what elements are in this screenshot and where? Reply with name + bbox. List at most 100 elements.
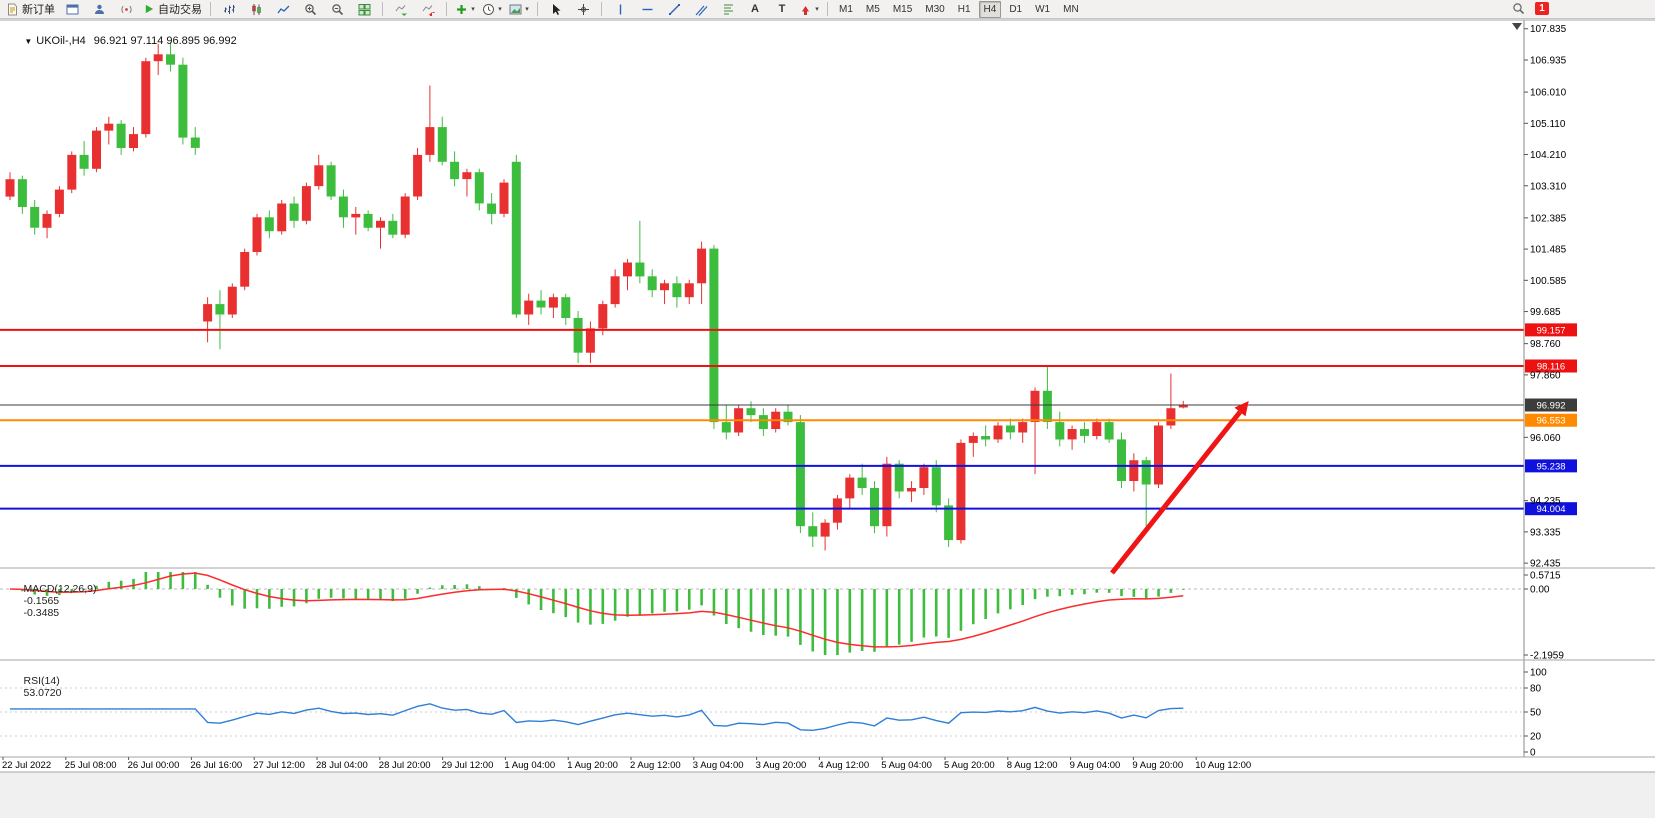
zoom-out-button[interactable] <box>324 0 350 19</box>
timeframe-h1-button[interactable]: H1 <box>957 3 971 15</box>
svg-text:27 Jul 12:00: 27 Jul 12:00 <box>253 760 305 771</box>
svg-text:92.435: 92.435 <box>1530 559 1561 570</box>
svg-text:5 Aug 04:00: 5 Aug 04:00 <box>881 760 932 771</box>
bar-chart-icon <box>223 4 235 14</box>
svg-text:98.760: 98.760 <box>1530 339 1561 350</box>
fibonacci-tool-button[interactable] <box>715 0 741 19</box>
svg-text:1 Aug 04:00: 1 Aug 04:00 <box>504 760 555 771</box>
tile-windows-icon <box>358 3 370 15</box>
svg-text:28 Jul 20:00: 28 Jul 20:00 <box>379 760 431 771</box>
add-indicator-button[interactable]: ▾ <box>452 0 478 19</box>
svg-text:101.485: 101.485 <box>1530 245 1567 256</box>
chevron-down-icon: ▾ <box>525 5 529 13</box>
svg-text:97.860: 97.860 <box>1530 370 1561 381</box>
macd-indicator-label: MACD(12,26,9) -0.1565 -0.3485 <box>6 571 101 631</box>
svg-text:25 Jul 08:00: 25 Jul 08:00 <box>65 760 117 771</box>
svg-text:103.310: 103.310 <box>1530 181 1567 192</box>
autotrade-button[interactable]: 自动交易 <box>140 0 205 19</box>
signal-button[interactable] <box>113 0 139 19</box>
svg-text:20: 20 <box>1530 732 1542 743</box>
text-tool-button[interactable]: A <box>742 0 768 19</box>
vertical-line-icon <box>619 4 621 14</box>
line-chart-button[interactable] <box>270 0 296 19</box>
svg-text:3 Aug 04:00: 3 Aug 04:00 <box>693 760 744 771</box>
zoom-out-icon <box>331 3 343 15</box>
charts-window-button[interactable] <box>59 0 85 19</box>
macd-name: MACD(12,26,9) <box>23 583 97 595</box>
arrows-tool-button[interactable]: ▾ <box>796 0 822 19</box>
template-image-icon <box>509 4 522 14</box>
toolbar-right-group: 1 <box>1512 2 1549 15</box>
horizontal-line-tool-button[interactable] <box>634 0 660 19</box>
chevron-down-icon: ▾ <box>471 5 475 13</box>
svg-text:28 Jul 04:00: 28 Jul 04:00 <box>316 760 368 771</box>
timeframe-m15-button[interactable]: M15 <box>892 3 913 15</box>
svg-text:29 Jul 12:00: 29 Jul 12:00 <box>442 760 494 771</box>
new-order-button[interactable]: 新订单 <box>3 0 58 19</box>
profile-button[interactable] <box>86 0 112 19</box>
clock-icon <box>483 3 495 15</box>
svg-text:22 Jul 2022: 22 Jul 2022 <box>2 760 51 771</box>
bar-chart-button[interactable] <box>216 0 242 19</box>
cursor-arrow-icon <box>552 3 560 15</box>
svg-text:4 Aug 12:00: 4 Aug 12:00 <box>818 760 869 771</box>
timeframe-m5-button[interactable]: M5 <box>865 3 880 15</box>
text-label-tool-button[interactable]: T <box>769 0 795 19</box>
toolbar-separator <box>537 2 538 16</box>
svg-text:98.116: 98.116 <box>1537 361 1565 372</box>
new-order-icon <box>8 3 17 15</box>
timeframe-h4-button[interactable]: H4 <box>978 0 1002 18</box>
chart-header: ▼ UKOil-,H4 96.921 97.114 96.895 96.992 <box>6 23 236 59</box>
trendline-tool-button[interactable] <box>661 0 687 19</box>
window-icon <box>66 4 78 14</box>
svg-text:94.004: 94.004 <box>1536 504 1565 515</box>
svg-text:107.835: 107.835 <box>1530 24 1567 35</box>
timeframe-m30-button[interactable]: M30 <box>925 3 945 15</box>
svg-text:0: 0 <box>1530 748 1536 759</box>
channel-icon <box>695 5 707 16</box>
svg-text:96.992: 96.992 <box>1536 401 1565 412</box>
timeframe-w1-button[interactable]: W1 <box>1035 3 1051 15</box>
svg-text:5 Aug 20:00: 5 Aug 20:00 <box>944 760 995 771</box>
notification-badge[interactable]: 1 <box>1535 2 1549 15</box>
svg-text:26 Jul 16:00: 26 Jul 16:00 <box>190 760 242 771</box>
vertical-line-tool-button[interactable] <box>607 0 633 19</box>
main-toolbar: 新订单 自动交易 <box>0 0 1655 19</box>
templates-button[interactable]: ▾ <box>506 0 532 19</box>
auto-scroll-icon <box>395 4 407 16</box>
channel-tool-button[interactable] <box>688 0 714 19</box>
arrow-shape-icon <box>802 5 810 15</box>
svg-text:96.553: 96.553 <box>1536 416 1565 427</box>
collapse-triangle-icon[interactable]: ▼ <box>24 37 33 46</box>
candlestick-chart-icon <box>251 3 261 15</box>
periods-button[interactable]: ▾ <box>479 0 505 19</box>
svg-text:93.335: 93.335 <box>1530 527 1561 538</box>
timeframe-d1-button[interactable]: D1 <box>1009 3 1023 15</box>
svg-text:2 Aug 12:00: 2 Aug 12:00 <box>630 760 681 771</box>
search-icon[interactable] <box>1512 2 1525 15</box>
svg-text:8 Aug 12:00: 8 Aug 12:00 <box>1007 760 1058 771</box>
rsi-value: 53.0720 <box>23 687 62 699</box>
candlestick-chart-button[interactable] <box>243 0 269 19</box>
svg-text:0.00: 0.00 <box>1530 585 1550 596</box>
tile-windows-button[interactable] <box>351 0 377 19</box>
timeframe-m1-button[interactable]: M1 <box>839 3 853 15</box>
timeframe-mn-button[interactable]: MN <box>1063 3 1079 15</box>
svg-text:100: 100 <box>1530 668 1547 679</box>
cursor-button[interactable] <box>543 0 569 19</box>
chart-shift-button[interactable] <box>415 0 441 19</box>
svg-text:104.210: 104.210 <box>1530 150 1567 161</box>
svg-text:99.685: 99.685 <box>1530 307 1561 318</box>
auto-scroll-button[interactable] <box>388 0 414 19</box>
text-label-icon: T <box>778 2 786 15</box>
svg-text:106.010: 106.010 <box>1530 88 1567 99</box>
macd-value-signal: -0.3485 <box>23 607 60 619</box>
svg-text:96.060: 96.060 <box>1530 433 1561 444</box>
zoom-in-icon <box>304 3 316 15</box>
svg-text:9 Aug 20:00: 9 Aug 20:00 <box>1132 760 1183 771</box>
crosshair-button[interactable] <box>570 0 596 19</box>
zoom-in-button[interactable] <box>297 0 323 19</box>
line-chart-icon <box>276 5 289 13</box>
